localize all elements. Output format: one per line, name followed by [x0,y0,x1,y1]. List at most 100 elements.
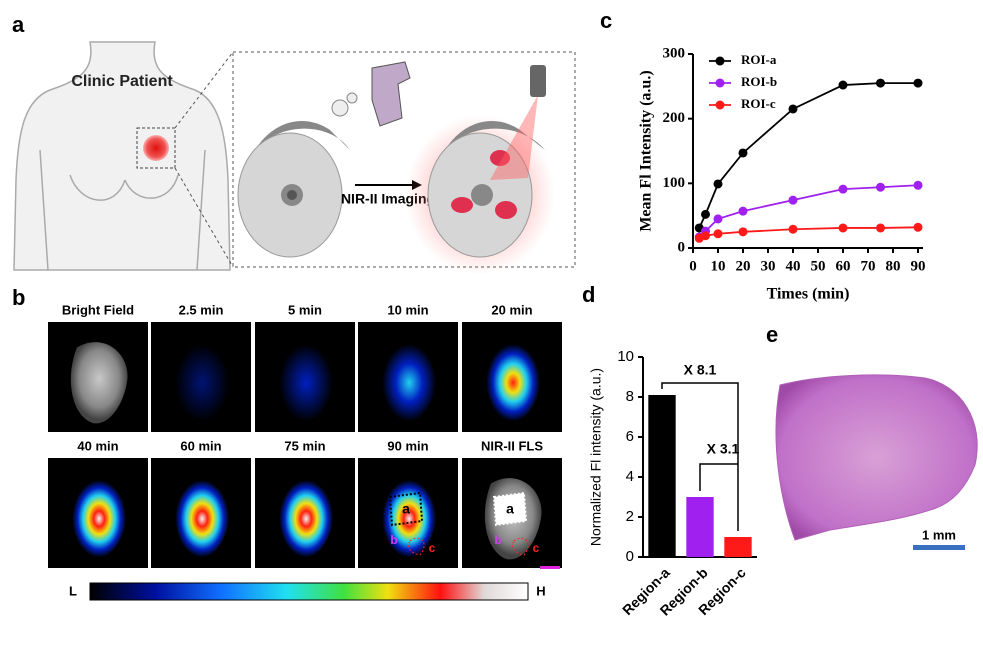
data-point [876,182,885,192]
data-point [788,224,798,234]
fluorescence [277,478,335,560]
panel-label: a [12,12,25,37]
image-title: 90 min [387,438,428,453]
y-axis-title: Mean Fl Intensity (a.u.) [638,70,655,231]
y-tick-label: 200 [663,110,686,126]
image-title: 60 min [180,438,221,453]
colorbar-high: H [536,583,545,598]
data-point [838,184,848,194]
y-tick-label: 0 [678,239,686,255]
zoom-line [174,51,234,129]
x-tick-label: 20 [736,258,751,274]
fluorescence [380,342,438,424]
colorbar-low: L [69,583,77,598]
legend-marker [715,100,725,110]
image-title: 75 min [284,438,325,453]
data-point [713,179,723,189]
x-tick-label: 50 [811,258,826,274]
data-point [913,180,923,190]
region-outline [388,491,424,527]
data-point [701,231,710,241]
panel-label: e [766,322,778,347]
region-label: b [494,533,501,547]
fluorescence [484,342,542,424]
tissue [70,342,128,424]
y-tick-label: 0 [626,548,634,565]
x-tick-label: 90 [911,258,926,274]
x-tick-label: 80 [886,258,901,274]
tumor [143,135,169,161]
panel-label: b [12,285,25,310]
x-tick-label: 60 [836,258,851,274]
bracket [661,382,739,531]
bar [648,395,676,557]
scale-bar-label: 1 mm [922,527,956,542]
data-point [838,80,848,90]
image-title: 5 min [288,302,322,317]
y-tick-label: 2 [626,508,634,525]
region-label: c [429,541,436,555]
region-label: a [506,501,514,517]
scale-bar [913,545,965,550]
image-title: NIR-II FLS [481,438,543,453]
fluorescence [277,342,335,424]
fluorescence [70,478,128,560]
bar [686,497,714,557]
y-tick-label: 8 [626,388,634,405]
legend-marker [715,56,725,66]
region-outline [492,491,528,527]
x-tick-label: 40 [786,258,801,274]
detail-box [232,51,576,268]
y-tick-label: 300 [663,45,686,61]
x-tick-label: 70 [861,258,876,274]
data-point [713,214,723,224]
bracket [699,463,738,491]
patient-illustration [13,41,231,271]
x-axis-title: Times (min) [767,286,850,303]
legend-label: ROI-c [741,96,776,111]
data-point [738,206,748,216]
region-label: b [390,533,397,547]
zoom-line [174,167,234,268]
image-title: 2.5 min [179,302,224,317]
fluorescence [380,478,438,560]
breast-section-left [237,121,350,258]
y-axis-title: Normalized Fl intensity (a.u.) [588,368,604,546]
y-tick-label: 100 [663,175,686,191]
scale-bar [540,566,560,569]
series-line [698,82,918,229]
fluorescence [173,342,231,424]
image-title: Bright Field [62,302,134,317]
data-point [788,195,798,205]
y-tick-label: 4 [626,468,634,485]
x-tick-label: 0 [689,258,697,274]
zoom-box [136,127,176,169]
data-point [738,148,748,158]
image-title: 40 min [77,438,118,453]
data-point [738,227,748,237]
spray-bottle [331,61,411,127]
histology-image [775,374,978,541]
data-point [713,229,723,239]
image-title: 10 min [387,302,428,317]
data-point [876,223,885,233]
annotation: X 8.1 [684,362,717,378]
y-tick-label: 10 [617,348,634,365]
legend-label: ROI-b [741,74,777,89]
region-label: a [402,501,410,517]
data-point [788,104,798,114]
breast-section-right [405,65,555,275]
data-point [913,78,923,88]
series-line [698,226,919,240]
x-tick-label: 30 [761,258,776,274]
panel-label: c [600,8,612,33]
fluorescence [173,478,231,560]
data-point [913,222,923,232]
x-tick-label: 10 [711,258,726,274]
annotation: X 3.1 [707,441,740,457]
legend-marker [715,78,725,88]
y-tick-label: 6 [626,428,634,445]
data-point [838,223,848,233]
